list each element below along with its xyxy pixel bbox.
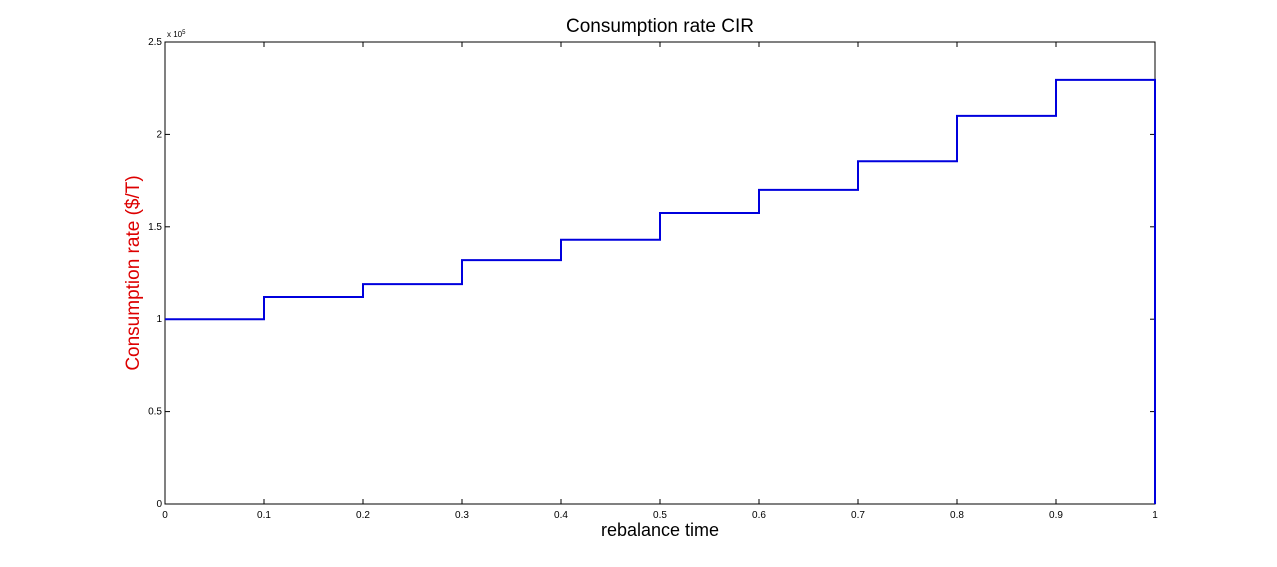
series-group xyxy=(165,78,1156,504)
plot-area-frame xyxy=(164,41,1156,505)
y-exponent-base: x 10 xyxy=(167,30,183,39)
x-tick-label: 0.6 xyxy=(752,510,766,521)
y-tick-label: 1 xyxy=(156,314,162,325)
axes: 0 0.1 0.2 0.3 0.4 0.5 0.6 0.7 0.8 0.9 1 0 0.5 1 1.5 2 2.… xyxy=(148,37,1158,521)
y-tick-label: 2 xyxy=(156,129,162,140)
series-line xyxy=(165,78,1156,504)
y-tick-label: 0.5 xyxy=(148,407,162,418)
x-tick-label: 0.5 xyxy=(653,510,667,521)
x-tick-label: 0.3 xyxy=(455,510,469,521)
y-exponent-power: 5 xyxy=(182,30,186,36)
y-tick-label: 0 xyxy=(156,499,162,510)
y-tick-label: 1.5 xyxy=(148,222,162,233)
y-axis-exponent: x 105 xyxy=(167,30,186,39)
y-axis-label: Consumption rate ($/T) xyxy=(123,175,144,370)
chart-title: Consumption rate CIR xyxy=(566,16,754,37)
x-tick-label: 0.9 xyxy=(1049,510,1063,521)
y-tick-label: 2.5 xyxy=(148,37,162,48)
x-tick-label: 0.7 xyxy=(851,510,865,521)
x-tick-label: 0.8 xyxy=(950,510,964,521)
x-axis-label: rebalance time xyxy=(601,520,719,540)
x-tick-label: 0.1 xyxy=(257,510,271,521)
x-tick-label: 0 xyxy=(162,510,168,521)
x-tick-label: 0.2 xyxy=(356,510,370,521)
x-tick-label: 1 xyxy=(1152,510,1158,521)
x-tick-label: 0.4 xyxy=(554,510,568,521)
